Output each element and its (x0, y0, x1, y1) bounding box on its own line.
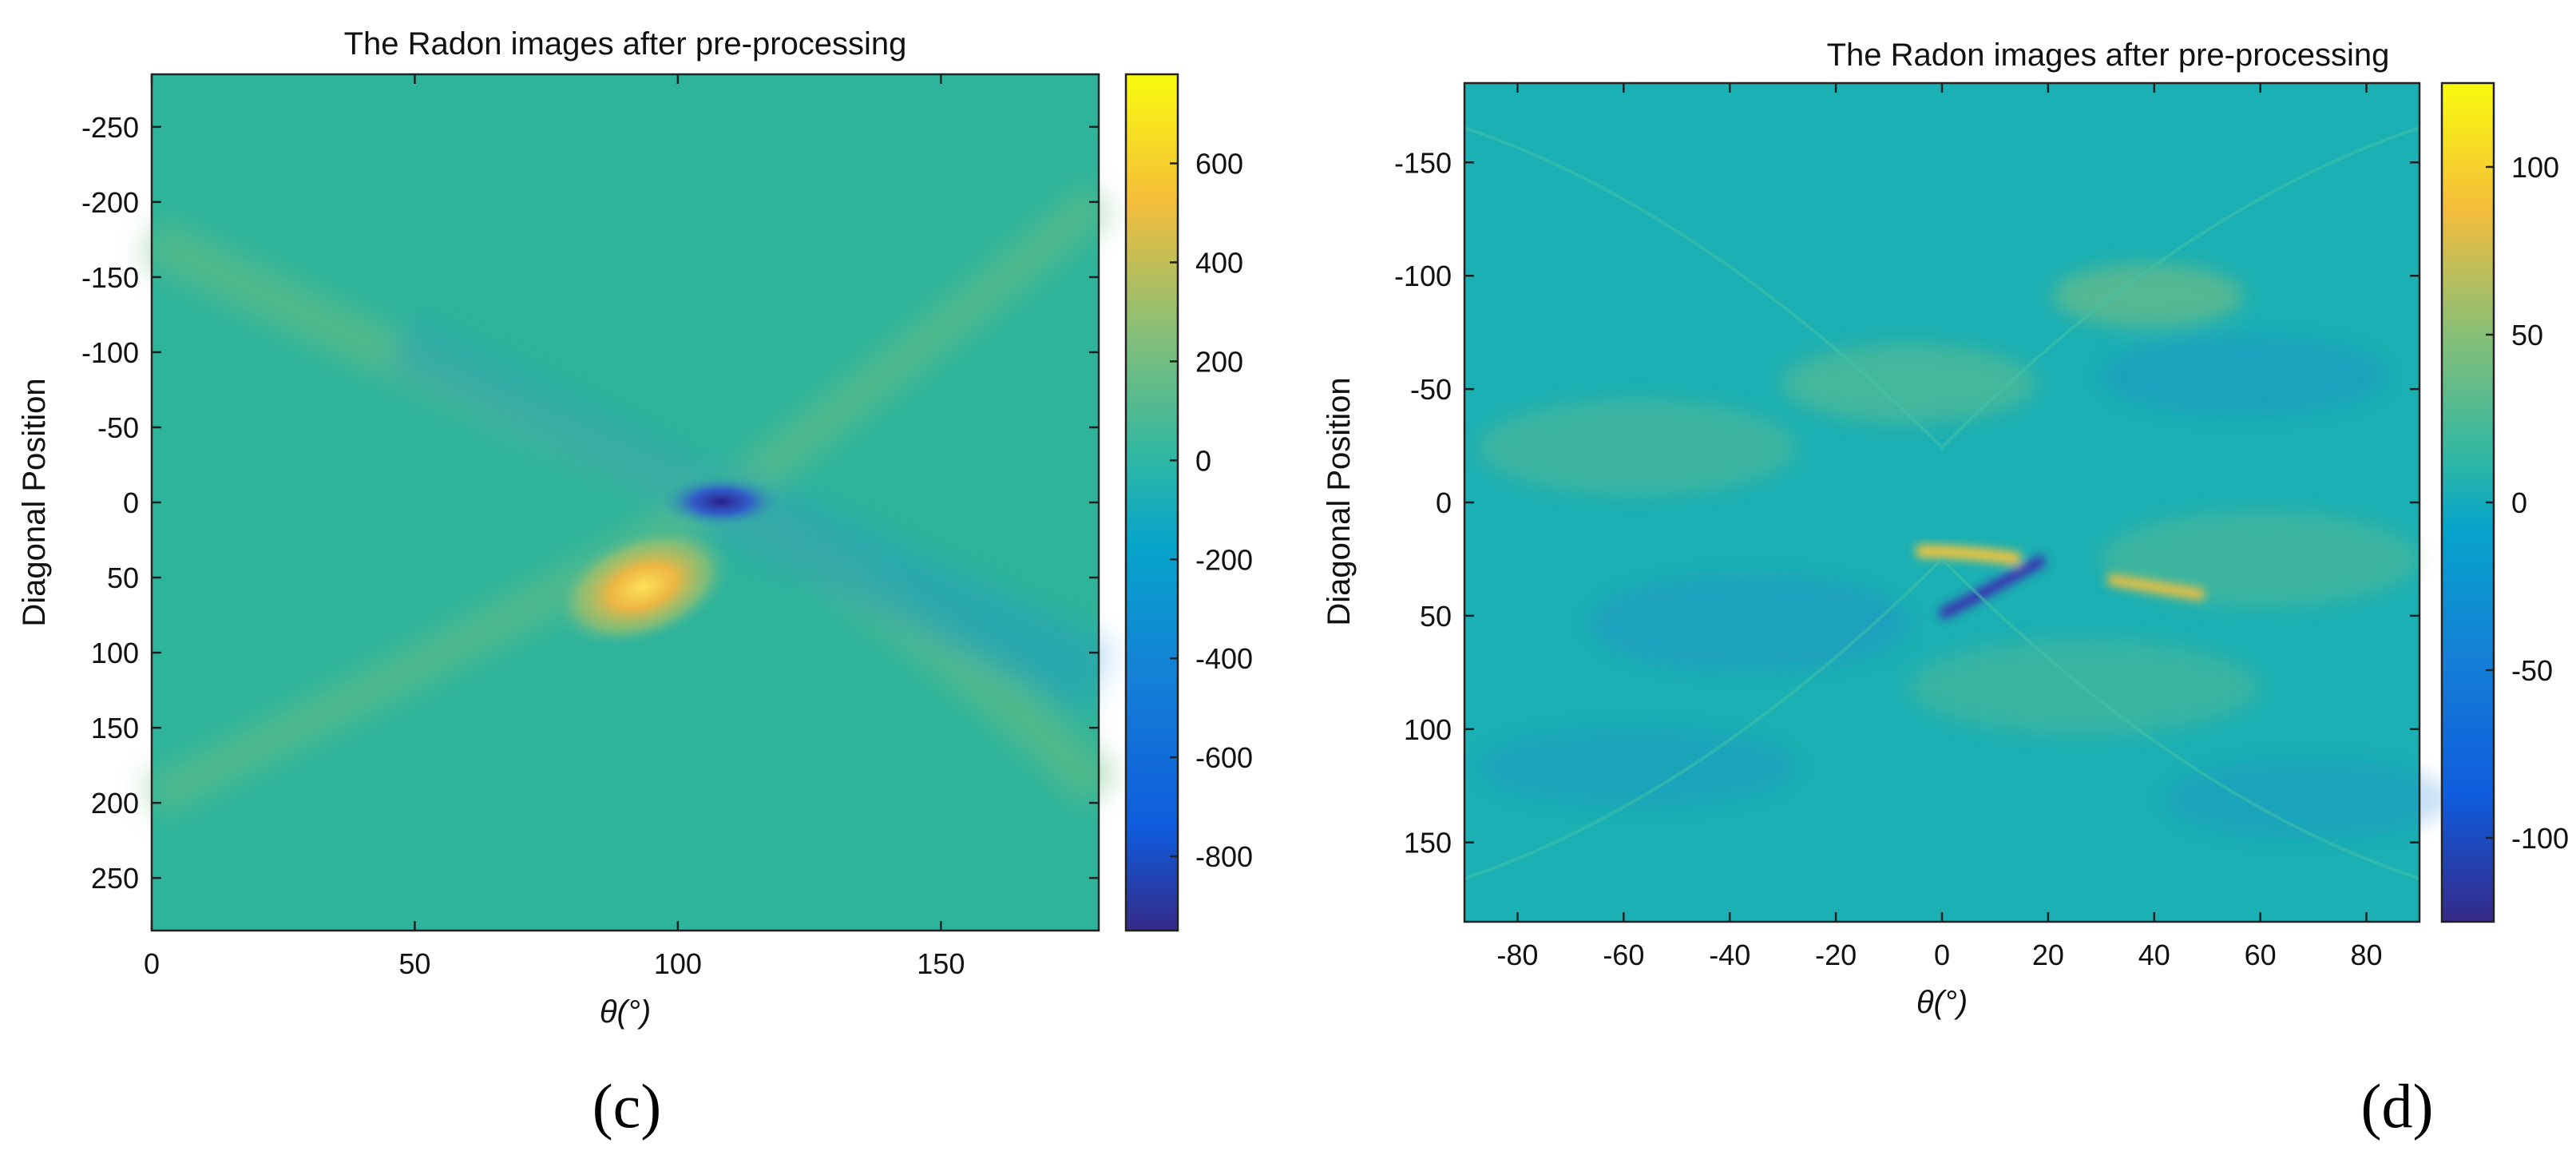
panel-d: The Radon images after pre-processing (1302, 0, 2576, 1141)
x-tick-label: 0 (144, 947, 160, 980)
x-axis-label: θ(°) (1916, 985, 1968, 1020)
colorbar (1124, 73, 1179, 932)
colorbar-tick-label: 200 (1195, 345, 1243, 378)
y-axis-ticks: -150 -100 -50 0 50 100 150 (1394, 146, 2419, 859)
x-tick-label: -40 (1709, 939, 1750, 971)
colorbar-tick-label: 0 (1195, 444, 1211, 477)
x-tick-label: 0 (1934, 939, 1950, 971)
heatmap-area (141, 74, 1117, 931)
colorbar-tick-label: -100 (2511, 822, 2569, 855)
y-tick-label: 50 (107, 562, 139, 594)
y-tick-label: 200 (91, 787, 139, 820)
colorbar-ticks: -100 -50 0 50 100 (2486, 151, 2569, 855)
x-tick-label: 20 (2032, 939, 2064, 971)
y-axis-label: Diagonal Position (17, 378, 52, 626)
caption-c: (c) (592, 1071, 662, 1141)
x-tick-label: -60 (1603, 939, 1644, 971)
x-tick-label: 50 (398, 947, 430, 980)
colorbar-tick-label: -400 (1195, 642, 1253, 675)
colorbar (2440, 81, 2495, 923)
y-tick-label: 0 (1436, 486, 1452, 519)
y-tick-label: -50 (1410, 373, 1452, 406)
y-tick-label: -250 (81, 111, 139, 144)
y-tick-label: -150 (81, 261, 139, 294)
colorbar-tick-label: -200 (1195, 543, 1253, 576)
x-tick-label: 80 (2351, 939, 2383, 971)
colorbar-tick-label: -50 (2511, 654, 2553, 687)
x-axis-label: θ(°) (600, 994, 651, 1030)
colorbar-ticks: -800 -600 -400 -200 0 200 400 600 (1170, 148, 1253, 873)
y-tick-label: -200 (81, 186, 139, 219)
colorbar-tick-label: -600 (1195, 741, 1253, 774)
x-tick-label: -20 (1815, 939, 1857, 971)
x-tick-label: 150 (917, 947, 965, 980)
y-tick-label: 100 (91, 637, 139, 669)
x-tick-label: 40 (2138, 939, 2170, 971)
y-tick-label: -150 (1394, 146, 1452, 179)
chart-d: The Radon images after pre-processing (1322, 38, 2569, 1020)
x-tick-label: -80 (1496, 939, 1538, 971)
x-tick-label: 60 (2245, 939, 2277, 971)
colorbar-tick-label: 100 (2511, 151, 2559, 184)
x-tick-label: 100 (654, 947, 702, 980)
y-tick-label: 150 (1404, 827, 1452, 859)
y-tick-label: 100 (1404, 713, 1452, 746)
panel-c: The Radon images after pre-processing 0 5… (0, 0, 1278, 1141)
y-tick-label: -100 (81, 336, 139, 369)
chart-title: The Radon images after pre-processing (1827, 38, 2390, 73)
y-tick-label: 150 (91, 712, 139, 744)
colorbar-tick-label: -800 (1195, 840, 1253, 873)
y-tick-label: -100 (1394, 260, 1452, 292)
caption-d: (d) (2360, 1071, 2434, 1141)
y-tick-label: -50 (97, 411, 139, 444)
colorbar-tick-label: 0 (2511, 486, 2527, 519)
heatmap-area (1464, 83, 2451, 922)
x-axis-ticks: -80 -60 -40 -20 0 20 40 60 80 (1496, 83, 2383, 971)
colorbar-tick-label: 400 (1195, 246, 1243, 279)
chart-title: The Radon images after pre-processing (344, 26, 907, 62)
y-tick-label: 50 (1420, 600, 1452, 633)
chart-c: The Radon images after pre-processing 0 5… (17, 26, 1253, 1030)
y-tick-label: 250 (91, 862, 139, 895)
colorbar-tick-label: 600 (1195, 148, 1243, 181)
colorbar-tick-label: 50 (2511, 319, 2543, 351)
y-tick-label: 0 (123, 486, 139, 519)
y-axis-ticks: -250 -200 -150 -100 -50 0 50 100 150 200 250 (81, 111, 1099, 895)
x-axis-ticks: 0 50 100 150 (144, 74, 965, 980)
y-axis-label: Diagonal Position (1322, 377, 1357, 625)
